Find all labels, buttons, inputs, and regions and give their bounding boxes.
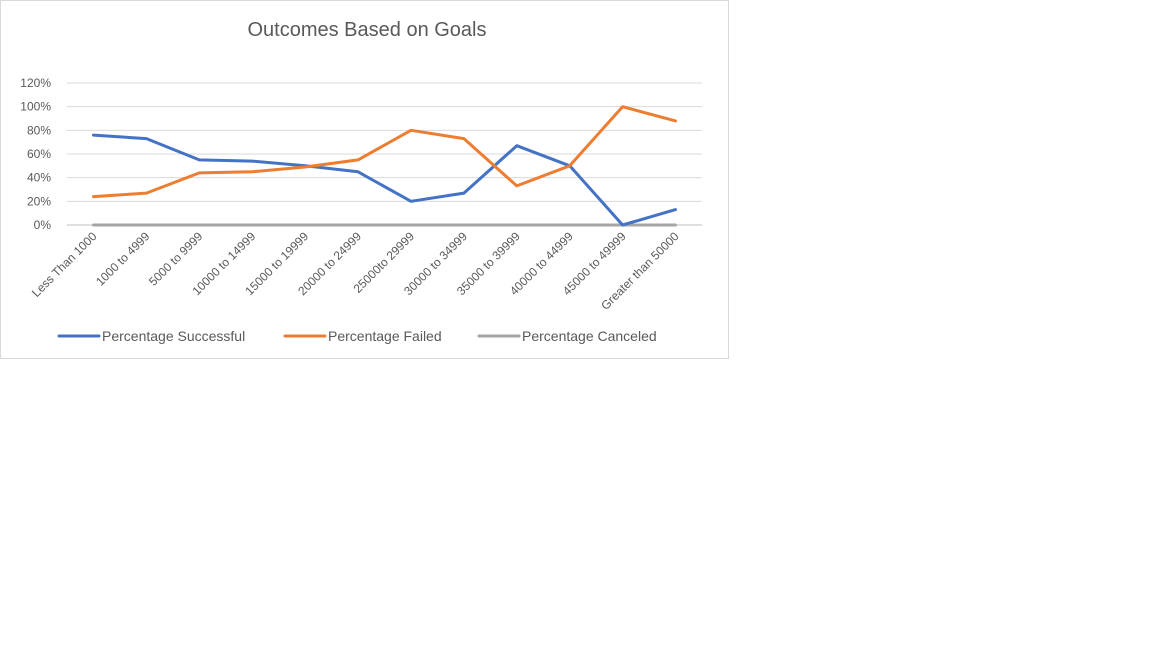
series-line-percentage-successful	[92, 133, 677, 227]
x-tick-label: 1000 to 4999	[93, 229, 153, 289]
legend-label: Percentage Canceled	[522, 328, 657, 344]
y-tick-label: 80%	[27, 123, 51, 137]
chart-title: Outcomes Based on Goals	[247, 19, 486, 41]
y-tick-label: 20%	[27, 194, 51, 208]
y-tick-label: 0%	[34, 218, 52, 232]
y-tick-label: 120%	[20, 76, 51, 90]
line-chart: Outcomes Based on Goals 0% 20% 40% 60% 80% 10…	[20, 19, 702, 344]
y-tick-label: 100%	[20, 100, 51, 114]
y-axis-ticks: 0% 20% 40% 60% 80% 100% 120%	[20, 76, 51, 232]
legend-label: Percentage Successful	[102, 328, 245, 344]
legend: Percentage Successful Percentage Failed Pe…	[57, 328, 657, 344]
legend-label: Percentage Failed	[328, 328, 442, 344]
series-line-percentage-failed	[92, 105, 677, 199]
y-tick-label: 40%	[27, 171, 51, 185]
x-tick-label: Less Than 1000	[29, 229, 100, 300]
y-tick-label: 60%	[27, 147, 51, 161]
chart-frame: Outcomes Based on Goals 0% 20% 40% 60% 80% 10…	[0, 0, 729, 359]
grid-lines	[67, 82, 702, 226]
series-lines	[92, 105, 677, 227]
